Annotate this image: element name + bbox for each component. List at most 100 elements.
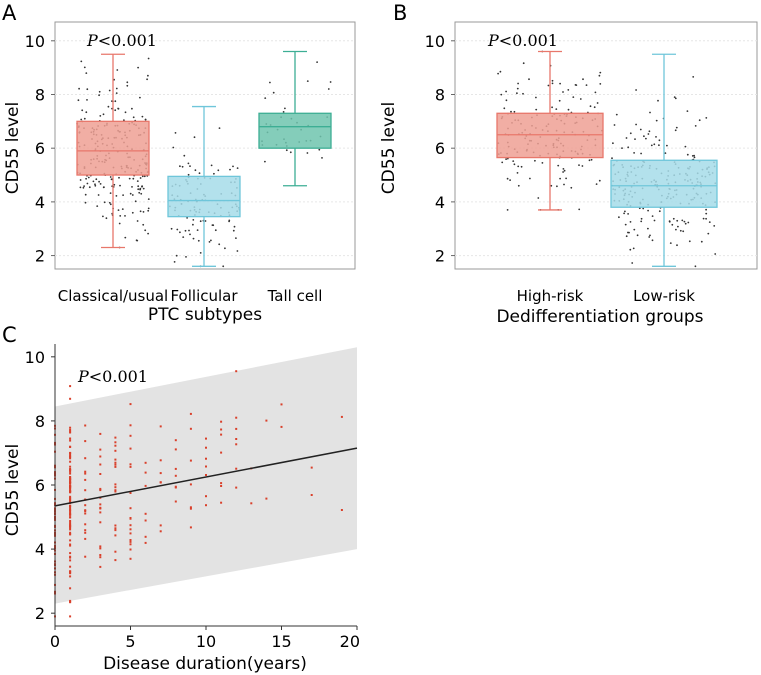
data-point [633, 152, 635, 154]
data-point [551, 106, 553, 109]
scatter-point [220, 428, 223, 431]
data-point [83, 185, 85, 188]
x-tick-label: 10 [196, 632, 216, 651]
scatter-point [69, 485, 72, 487]
scatter-point [189, 507, 192, 510]
data-point [118, 222, 121, 225]
fit-line-c [54, 447, 358, 507]
p-rest-a: <0.001 [98, 31, 157, 50]
data-point [79, 186, 82, 189]
data-point [98, 180, 100, 183]
data-point [657, 99, 659, 102]
data-point [327, 88, 330, 90]
data-point [114, 109, 117, 112]
data-point [625, 235, 628, 238]
data-point [629, 132, 632, 135]
scatter-point [280, 403, 283, 406]
data-point [535, 108, 538, 111]
scatter-point [235, 467, 238, 470]
data-point [627, 213, 629, 215]
data-point [506, 209, 509, 211]
scatter-point [69, 455, 72, 458]
data-point [187, 173, 190, 176]
scatter-point [159, 524, 162, 527]
scatter-point [174, 486, 177, 489]
scatter-point [69, 512, 72, 514]
data-point [688, 240, 691, 243]
data-point [707, 232, 710, 235]
scatter-point [129, 548, 132, 551]
data-point [506, 177, 509, 180]
data-point [534, 159, 536, 162]
data-point [196, 229, 199, 232]
data-point [139, 188, 142, 191]
scatter-point [235, 416, 238, 419]
data-point [633, 228, 636, 231]
x-tick-label: 5 [125, 632, 135, 651]
data-point [94, 184, 97, 187]
data-point [109, 192, 112, 195]
data-point [85, 111, 88, 114]
scatter-point [69, 460, 72, 463]
scatter-point [205, 446, 207, 449]
scatter-point [129, 539, 132, 541]
data-point [102, 215, 104, 218]
data-point [694, 125, 697, 127]
data-point [129, 192, 132, 195]
x-category-label: High-risk [517, 287, 584, 305]
x-tick-label: 20 [340, 632, 360, 651]
p-value-a: P<0.001 [86, 31, 157, 50]
scatter-point [69, 469, 72, 472]
data-point [658, 144, 660, 147]
data-point [222, 265, 225, 268]
data-point [147, 207, 150, 210]
data-point [643, 135, 645, 138]
data-point [649, 111, 651, 114]
scatter-point [69, 525, 72, 528]
data-point [83, 66, 86, 69]
data-point [624, 223, 627, 226]
data-point [683, 220, 686, 223]
data-point [635, 89, 637, 91]
scatter-point [84, 457, 87, 460]
data-point [199, 220, 202, 223]
data-point [655, 119, 658, 122]
scatter-point [189, 459, 192, 462]
data-point [141, 175, 144, 178]
scatter-point [69, 539, 72, 542]
y-tick-label: 2 [35, 604, 45, 623]
x-axis-title-a: PTC subtypes [148, 305, 262, 325]
scatter-point [69, 446, 72, 448]
plot-frame-a [54, 21, 356, 270]
data-point [199, 252, 202, 254]
data-point [147, 57, 150, 60]
scatter-point [144, 471, 147, 474]
data-point [627, 146, 630, 149]
data-point [705, 117, 708, 119]
scatter-point [99, 521, 102, 524]
scatter-point [99, 506, 102, 509]
data-point [213, 172, 215, 175]
data-point [113, 183, 116, 186]
data-point [192, 237, 195, 240]
scatter-point [69, 496, 72, 499]
scatter-point [69, 520, 72, 522]
scatter-point [99, 556, 102, 559]
data-point [179, 231, 181, 234]
data-point [550, 184, 553, 187]
scatter-point [220, 482, 223, 485]
data-point [517, 184, 520, 187]
plot-frame-b [454, 21, 758, 270]
scatter-point [114, 449, 117, 452]
data-point [581, 165, 584, 167]
data-point [535, 96, 537, 99]
scatter-point [69, 482, 72, 485]
data-point [694, 265, 697, 268]
box-low-risk [610, 159, 718, 208]
scatter-point [129, 517, 132, 519]
data-point [640, 152, 642, 155]
data-point [499, 70, 502, 73]
data-point [142, 187, 145, 190]
data-point [551, 82, 554, 85]
data-point [139, 210, 142, 213]
